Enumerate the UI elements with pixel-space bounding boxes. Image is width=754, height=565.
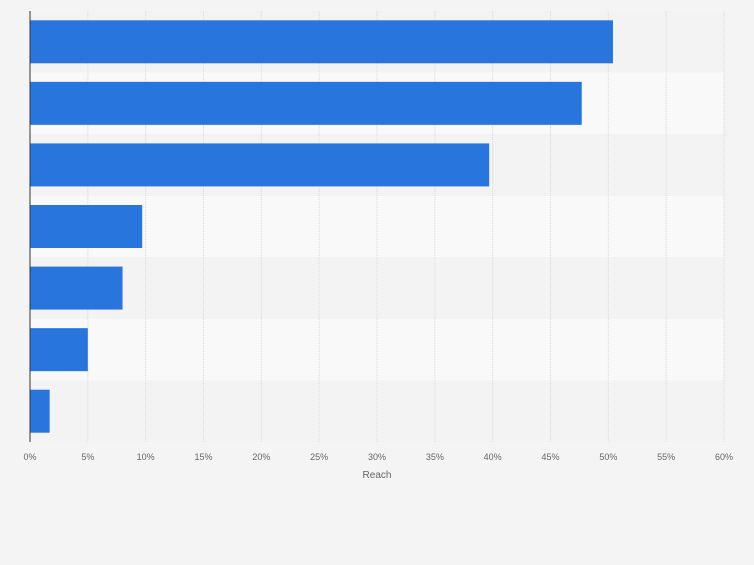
bar bbox=[30, 389, 50, 433]
x-tick-label: 50% bbox=[599, 452, 617, 462]
x-tick-label: 10% bbox=[137, 452, 155, 462]
x-tick-label: 25% bbox=[310, 452, 328, 462]
bar bbox=[30, 205, 143, 248]
x-axis-label: Reach bbox=[363, 470, 392, 481]
x-tick-label: 40% bbox=[484, 452, 502, 462]
bar bbox=[30, 20, 613, 64]
x-tick-label: 20% bbox=[252, 452, 270, 462]
x-tick-label: 15% bbox=[194, 452, 212, 462]
x-tick-labels: 0% 5% 10% 15% 20% 25% 30% 35% 40% 45% 50% 55% 60% bbox=[23, 452, 733, 462]
x-tick-label: 35% bbox=[426, 452, 444, 462]
x-tick-label: 55% bbox=[657, 452, 675, 462]
bar bbox=[30, 81, 582, 125]
bar bbox=[30, 328, 88, 372]
x-tick-label: 60% bbox=[715, 452, 733, 462]
x-tick-label: 0% bbox=[23, 452, 36, 462]
x-tick-label: 5% bbox=[81, 452, 94, 462]
x-tick-label: 30% bbox=[368, 452, 386, 462]
bars bbox=[30, 20, 613, 433]
bar bbox=[30, 266, 123, 310]
bar bbox=[30, 143, 490, 187]
x-tick-label: 45% bbox=[541, 452, 559, 462]
